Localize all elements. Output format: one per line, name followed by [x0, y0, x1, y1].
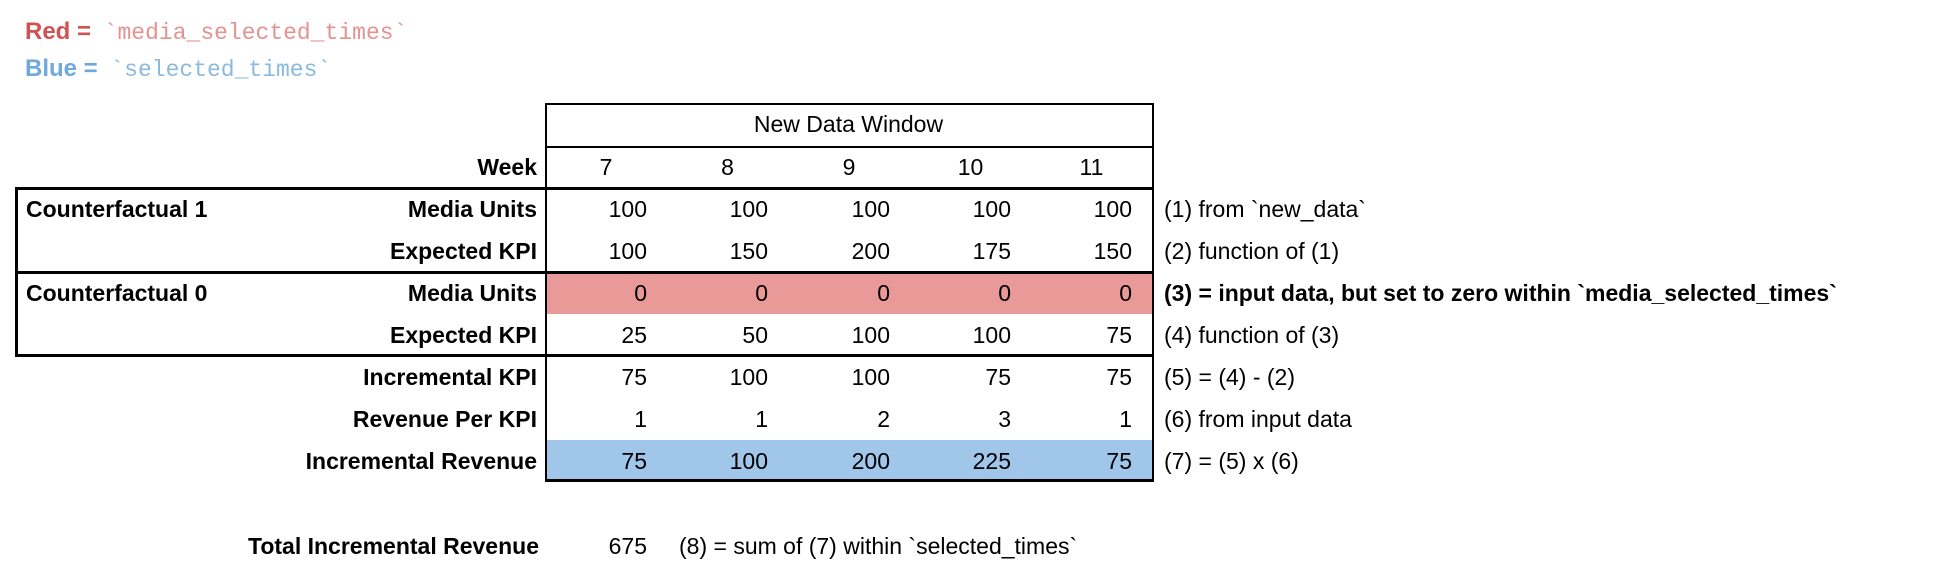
data-cell: 100	[851, 363, 890, 390]
border-line-cf-divider	[15, 271, 1154, 274]
week-value: 7	[599, 153, 613, 180]
data-cell-red: 0	[667, 272, 788, 314]
table-row-media-units-cf0: Counterfactual 0 Media Units 0 0 0 0 0 (…	[15, 272, 1920, 314]
data-cell: 100	[972, 321, 1011, 348]
data-cell-blue: 200	[788, 440, 910, 482]
block-label: Counterfactual 0	[26, 279, 208, 306]
row-annotation: (1) from `new_data`	[1164, 195, 1366, 222]
row-annotation: (2) function of (1)	[1164, 237, 1340, 264]
data-cell: 50	[742, 321, 768, 348]
spacer-cell	[15, 103, 270, 146]
row-label: Media Units	[407, 195, 537, 222]
counterfactual-table: New Data Window Week 7 8 9 10 11 Counter…	[15, 103, 1920, 482]
data-cell: 3	[998, 405, 1011, 432]
data-cell: 100	[729, 195, 768, 222]
border-line-data-left	[545, 103, 547, 482]
data-cell-blue: 100	[667, 440, 788, 482]
table-header-row: New Data Window	[15, 103, 1920, 146]
color-legend: Red = `media_selected_times` Blue = `sel…	[25, 14, 407, 88]
week-value: 8	[721, 153, 734, 180]
table-row-expected-kpi-cf1: Expected KPI 100 150 200 175 150 (2) fun…	[15, 230, 1920, 272]
legend-red-label: Red =	[25, 18, 92, 45]
data-cell: 100	[972, 195, 1011, 222]
data-cell: 200	[851, 237, 890, 264]
legend-blue-code: `selected_times`	[110, 57, 332, 83]
row-annotation: (3) = input data, but set to zero within…	[1164, 279, 1837, 306]
block-label	[15, 356, 270, 398]
data-cell: 100	[851, 195, 890, 222]
border-line-header-bottom	[545, 146, 1154, 148]
data-cell: 75	[985, 363, 1011, 390]
week-value: 9	[842, 153, 856, 180]
new-data-window-header: New Data Window	[753, 111, 944, 137]
spacer-cell	[15, 146, 270, 188]
total-row: Total Incremental Revenue 675 (8) = sum …	[15, 526, 1920, 566]
row-label: Media Units	[407, 279, 537, 306]
legend-red-code: `media_selected_times`	[103, 20, 408, 46]
block-label	[15, 314, 270, 356]
data-cell: 2	[877, 405, 890, 432]
block-label	[15, 398, 270, 440]
data-cell: 1	[1119, 405, 1132, 432]
spacer-cell	[270, 103, 545, 146]
border-line-data-right	[1152, 103, 1154, 482]
legend-red-line: Red = `media_selected_times`	[25, 14, 407, 51]
total-annotation: (8) = sum of (7) within `selected_times`	[679, 532, 1078, 559]
data-cell: 100	[729, 363, 768, 390]
total-label: Total Incremental Revenue	[248, 532, 539, 559]
data-cell: 25	[621, 321, 647, 348]
data-cell: 100	[851, 321, 890, 348]
table-row-incremental-kpi: Incremental KPI 75 100 100 75 75 (5) = (…	[15, 356, 1920, 398]
row-label: Revenue Per KPI	[352, 405, 537, 432]
legend-blue-label: Blue =	[25, 55, 98, 82]
data-cell: 100	[608, 237, 647, 264]
row-label: Expected KPI	[390, 321, 537, 348]
data-cell: 75	[1106, 321, 1132, 348]
border-line-table-bottom	[545, 479, 1154, 482]
data-cell-blue: 225	[910, 440, 1031, 482]
border-line-left-outer	[15, 187, 18, 357]
data-cell: 150	[729, 237, 768, 264]
block-label	[15, 440, 270, 482]
data-cell: 175	[972, 237, 1011, 264]
data-cell-blue: 75	[1031, 440, 1152, 482]
table-row-revenue-per-kpi: Revenue Per KPI 1 1 2 3 1 (6) from input…	[15, 398, 1920, 440]
data-cell: 100	[1093, 195, 1132, 222]
data-cell: 75	[621, 363, 647, 390]
spacer-cell	[1152, 103, 1920, 146]
spacer-cell	[1152, 146, 1920, 188]
total-value: 675	[608, 532, 647, 559]
data-cell: 1	[634, 405, 647, 432]
border-line-cf1-top	[15, 187, 1154, 190]
data-cell-red: 0	[788, 272, 910, 314]
border-line-cf0-bottom	[15, 354, 1154, 357]
table-row-expected-kpi-cf0: Expected KPI 25 50 100 100 75 (4) functi…	[15, 314, 1920, 356]
data-cell: 150	[1093, 237, 1132, 264]
week-value: 11	[1079, 153, 1104, 180]
table-row-incremental-revenue: Incremental Revenue 75 100 200 225 75 (7…	[15, 440, 1920, 482]
row-annotation: (4) function of (3)	[1164, 321, 1340, 348]
data-cell: 1	[755, 405, 768, 432]
legend-blue-line: Blue = `selected_times`	[25, 51, 407, 88]
data-cell: 100	[608, 195, 647, 222]
data-cell-blue: 75	[545, 440, 667, 482]
data-cell-red: 0	[1031, 272, 1152, 314]
block-label	[15, 230, 270, 272]
row-annotation: (5) = (4) - (2)	[1164, 363, 1295, 390]
row-label: Incremental Revenue	[305, 447, 537, 474]
week-value: 10	[957, 153, 984, 180]
block-label: Counterfactual 1	[26, 195, 208, 222]
table-row-media-units-cf1: Counterfactual 1 Media Units 100 100 100…	[15, 188, 1920, 230]
row-label: Expected KPI	[390, 237, 537, 264]
week-label: Week	[477, 153, 537, 180]
week-row: Week 7 8 9 10 11	[15, 146, 1920, 188]
data-cell-red: 0	[545, 272, 667, 314]
row-label: Incremental KPI	[363, 363, 537, 390]
data-cell-red: 0	[910, 272, 1031, 314]
row-annotation: (6) from input data	[1164, 405, 1352, 432]
data-cell: 75	[1106, 363, 1132, 390]
border-line-header-top	[545, 103, 1154, 105]
row-annotation: (7) = (5) x (6)	[1164, 447, 1299, 474]
